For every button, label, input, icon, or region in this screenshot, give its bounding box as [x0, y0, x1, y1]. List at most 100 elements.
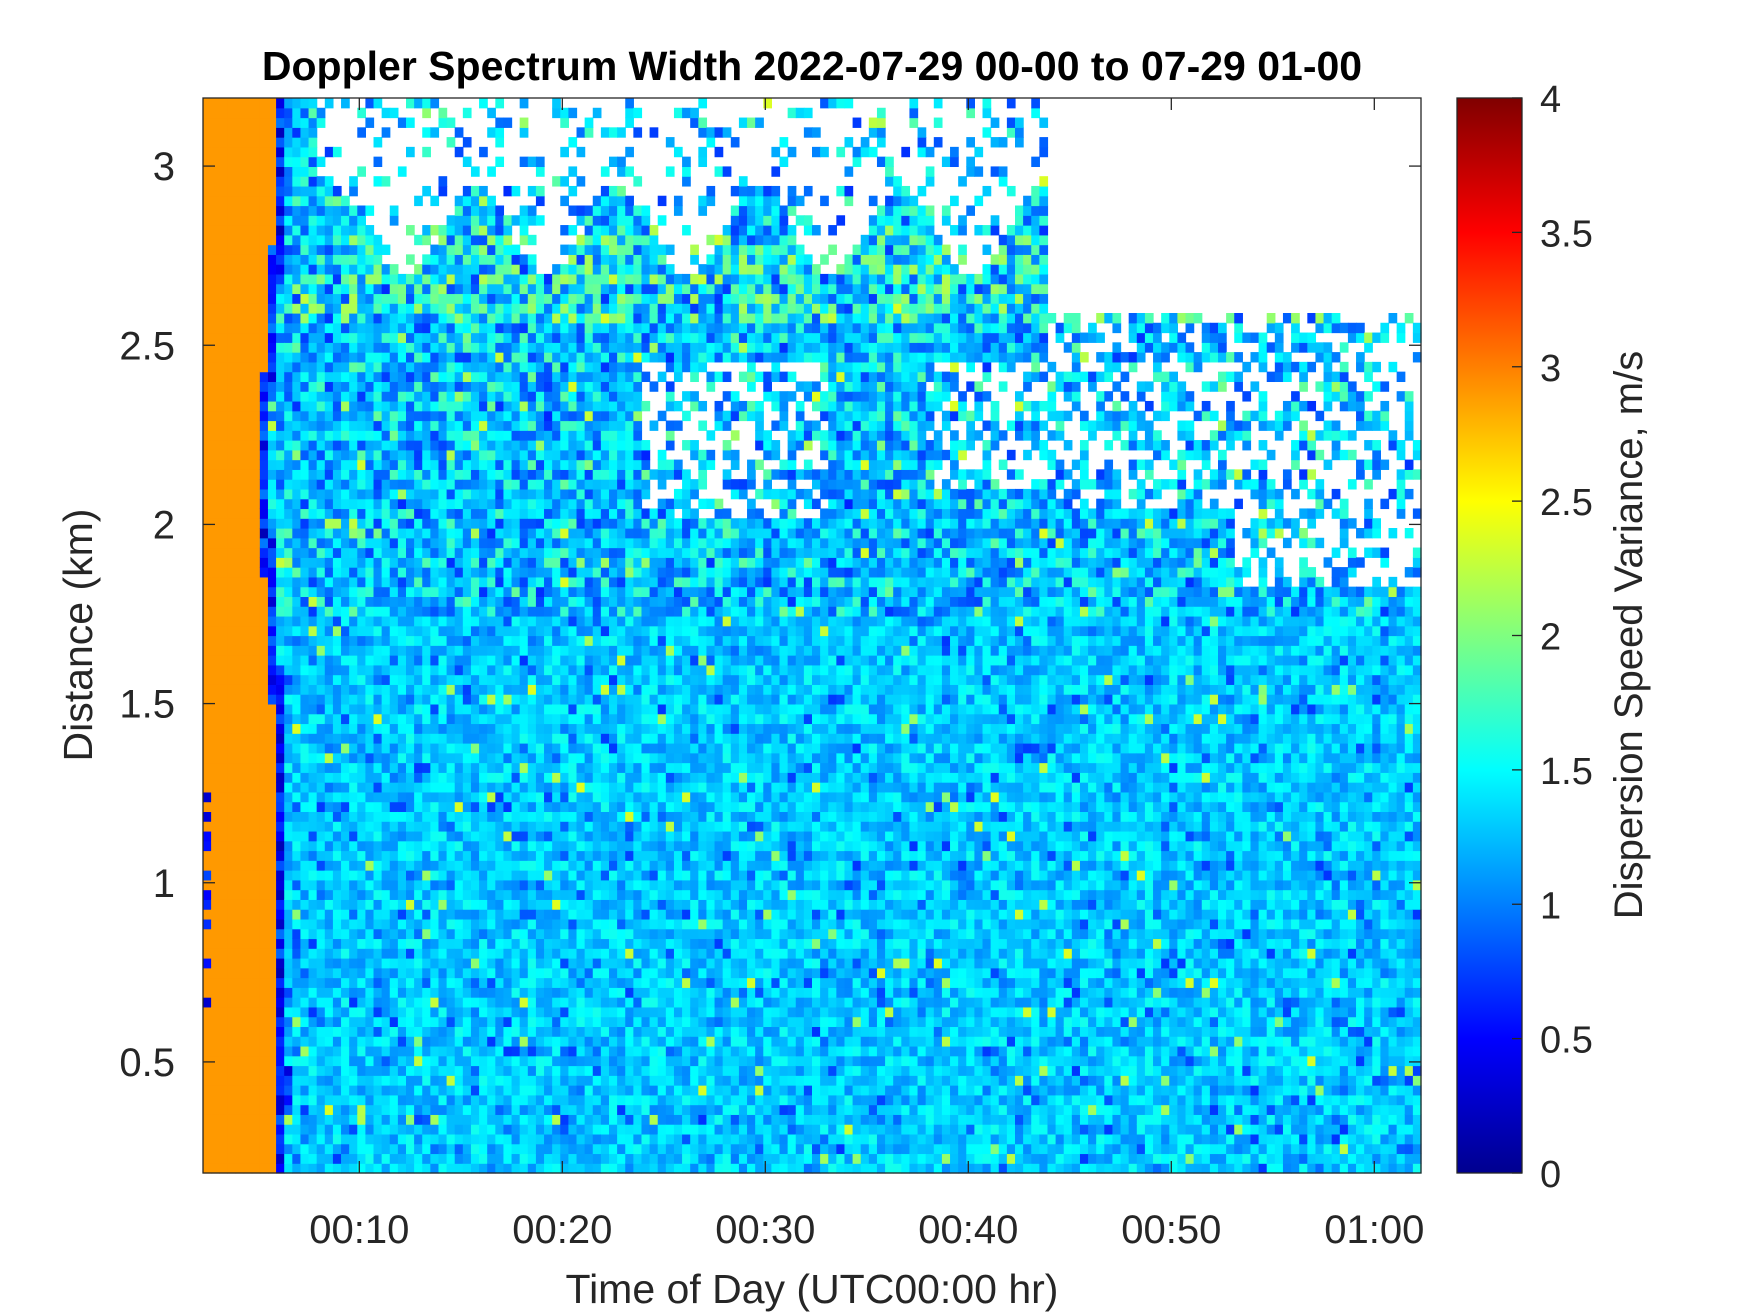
heatmap-cell — [406, 762, 415, 773]
heatmap-cell — [397, 821, 407, 832]
heatmap-cell — [560, 1026, 569, 1037]
heatmap-cell — [406, 361, 415, 373]
heatmap-cell — [454, 313, 464, 324]
heatmap-cell — [219, 870, 228, 881]
heatmap-cell — [341, 498, 350, 510]
heatmap-cell — [292, 537, 302, 549]
heatmap-cell — [568, 361, 578, 373]
heatmap-cell — [308, 400, 318, 412]
heatmap-cell — [227, 146, 237, 158]
heatmap-cell — [470, 273, 480, 285]
heatmap-cell — [470, 1163, 480, 1174]
heatmap-cell — [552, 987, 561, 998]
heatmap-cell — [397, 293, 407, 304]
heatmap-cell — [308, 371, 318, 383]
heatmap-cell — [235, 1163, 245, 1174]
heatmap-cell — [341, 430, 350, 441]
heatmap-cell — [373, 342, 383, 353]
heatmap-cell — [462, 977, 472, 988]
heatmap-cell — [430, 606, 440, 617]
heatmap-cell — [211, 664, 220, 676]
heatmap-cell — [267, 977, 277, 988]
heatmap-cell — [284, 879, 293, 891]
heatmap-cell — [560, 176, 569, 187]
heatmap-cell — [243, 264, 253, 275]
heatmap-cell — [219, 674, 228, 685]
heatmap-cell — [292, 1075, 302, 1086]
heatmap-cell — [527, 1045, 537, 1057]
heatmap-cell — [430, 821, 440, 832]
heatmap-cell — [300, 137, 310, 148]
heatmap-cell — [535, 1065, 545, 1076]
heatmap-cell — [470, 997, 480, 1008]
heatmap-cell — [300, 840, 310, 852]
heatmap-cell — [203, 137, 212, 148]
heatmap-cell — [341, 264, 350, 275]
heatmap-cell — [259, 938, 269, 949]
heatmap-cell — [259, 1085, 269, 1096]
heatmap-cell — [324, 830, 334, 842]
heatmap-cell — [349, 928, 358, 940]
heatmap-cell — [276, 371, 285, 383]
heatmap-cell — [276, 127, 285, 138]
heatmap-cell — [414, 752, 423, 764]
heatmap-cell — [259, 723, 269, 734]
heatmap-cell — [576, 918, 586, 930]
heatmap-cell — [568, 459, 578, 470]
heatmap-cell — [389, 557, 399, 568]
heatmap-cell — [211, 635, 220, 646]
heatmap-cell — [544, 635, 553, 646]
heatmap-cell — [332, 596, 342, 607]
heatmap-cell — [389, 615, 399, 627]
heatmap-cell — [259, 958, 269, 969]
heatmap-cell — [357, 459, 366, 470]
heatmap-cell — [406, 98, 415, 109]
heatmap-cell — [519, 801, 529, 813]
heatmap-cell — [552, 606, 561, 617]
heatmap-cell — [552, 440, 561, 451]
heatmap-cell — [308, 1153, 318, 1164]
heatmap-cell — [544, 400, 553, 412]
heatmap-cell — [487, 215, 496, 226]
heatmap-cell — [227, 225, 237, 236]
heatmap-cell — [527, 342, 537, 353]
heatmap-cell — [454, 977, 464, 988]
heatmap-cell — [552, 958, 561, 969]
heatmap-cell — [470, 479, 480, 490]
heatmap-cell — [446, 293, 456, 304]
heatmap-cell — [332, 733, 342, 744]
heatmap-cell — [503, 1065, 513, 1076]
heatmap-cell — [519, 1163, 529, 1174]
heatmap-cell — [462, 918, 472, 930]
heatmap-cell — [373, 381, 383, 392]
heatmap-cell — [259, 371, 269, 383]
heatmap-cell — [227, 967, 237, 979]
heatmap-cell — [462, 948, 472, 959]
heatmap-cell — [470, 547, 480, 558]
heatmap-cell — [251, 1036, 261, 1047]
heatmap-cell — [324, 1065, 334, 1076]
heatmap-cell — [568, 958, 578, 969]
heatmap-cell — [203, 1065, 212, 1076]
heatmap-cell — [341, 381, 350, 392]
heatmap-cell — [462, 1085, 472, 1096]
heatmap-cell — [389, 215, 399, 226]
heatmap-cell — [527, 1055, 537, 1067]
heatmap-cell — [341, 391, 350, 402]
heatmap-cell — [560, 625, 569, 637]
heatmap-cell — [454, 997, 464, 1008]
heatmap-cell — [511, 537, 521, 549]
heatmap-cell — [292, 938, 302, 949]
heatmap-cell — [535, 801, 545, 813]
heatmap-cell — [568, 821, 578, 832]
heatmap-cell — [414, 821, 423, 832]
heatmap-cell — [276, 195, 285, 207]
heatmap-cell — [341, 967, 350, 979]
heatmap-cell — [349, 889, 358, 900]
heatmap-cell — [357, 1065, 366, 1076]
heatmap-cell — [576, 830, 586, 842]
heatmap-cell — [349, 410, 358, 422]
heatmap-cell — [470, 674, 480, 685]
heatmap-cell — [568, 1124, 578, 1135]
heatmap-cell — [511, 879, 521, 891]
